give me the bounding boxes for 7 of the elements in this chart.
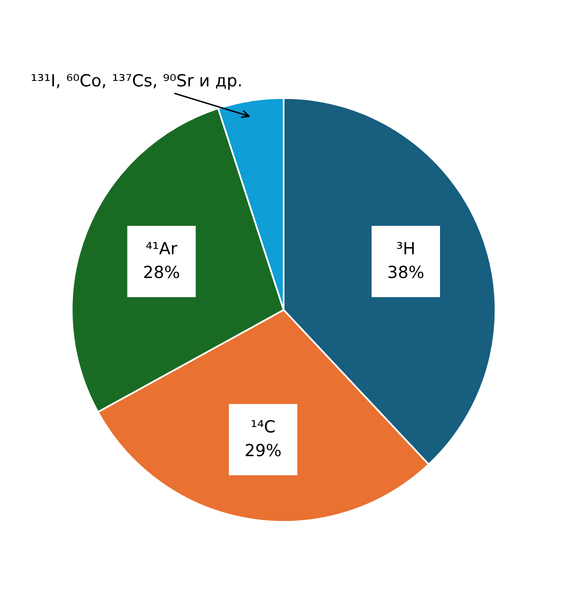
slice-label: ¹⁴C <box>252 420 275 433</box>
data-label: 38% <box>388 266 424 278</box>
slice-label: ¹³¹I, ⁶⁰Co, ¹³⁷Cs, ⁹⁰Sr и др. <box>32 74 241 90</box>
data-label: 29% <box>246 444 281 456</box>
slice-label: ³H <box>396 242 414 254</box>
slice-label: ⁴¹Ar <box>146 242 178 254</box>
data-label: 28% <box>144 266 180 278</box>
